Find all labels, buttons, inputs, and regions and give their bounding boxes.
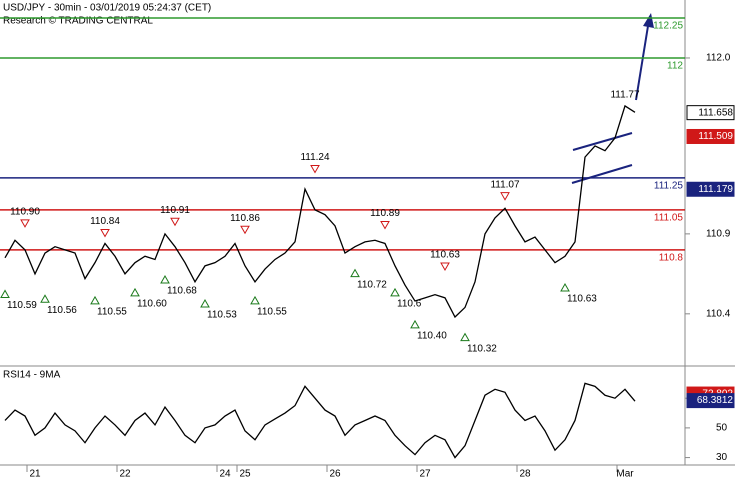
high-marker — [20, 219, 30, 228]
low-marker — [130, 287, 140, 297]
x-tick-label: Mar — [616, 469, 634, 480]
low-marker — [90, 295, 100, 305]
high-label: 110.89 — [370, 208, 400, 219]
low-label: 110.32 — [467, 343, 497, 354]
low-marker — [250, 295, 260, 305]
value-box-label: 111.509 — [698, 131, 733, 142]
low-label: 110.72 — [357, 279, 387, 290]
price-line — [4, 104, 636, 319]
level-label: 110.8 — [659, 253, 684, 264]
rsi-tick-label: 30 — [716, 452, 728, 463]
x-tick-label: 22 — [119, 469, 131, 480]
low-label: 110.63 — [567, 294, 597, 305]
low-marker — [40, 294, 50, 303]
level-label: 111.25 — [654, 181, 684, 192]
rsi-title: RSI14 - 9MA — [3, 370, 61, 381]
y-tick-label: 110.9 — [706, 229, 731, 240]
arrow-head — [643, 13, 654, 28]
value-box — [686, 105, 735, 121]
low-marker — [410, 319, 420, 329]
x-tick-label: 27 — [419, 469, 431, 480]
high-marker — [170, 217, 180, 227]
rsi-tick-label: 50 — [716, 423, 728, 434]
high-marker — [500, 192, 510, 201]
value-box — [686, 128, 735, 144]
low-label: 110.60 — [137, 298, 167, 309]
value-box-label: 111.658 — [698, 107, 733, 118]
low-label: 110.68 — [167, 286, 197, 297]
value-box-label: 111.179 — [698, 184, 733, 195]
chart-subtitle: Research © TRADING CENTRAL — [3, 16, 153, 27]
x-tick-label: 28 — [519, 469, 531, 480]
projection-arrow — [635, 25, 649, 101]
high-label: 110.84 — [90, 216, 120, 227]
chart-title: USD/JPY - 30min - 03/01/2019 05:24:37 (C… — [3, 3, 211, 14]
level-label: 112.25 — [653, 21, 683, 32]
low-marker — [560, 283, 570, 292]
high-label: 110.91 — [160, 205, 190, 216]
value-box — [686, 181, 735, 197]
x-tick-label: 24 — [219, 469, 231, 480]
low-label: 110.56 — [47, 305, 77, 316]
low-label: 110.53 — [207, 310, 237, 321]
low-marker — [200, 299, 210, 308]
high-marker — [240, 225, 250, 235]
low-label: 110.55 — [257, 306, 287, 317]
price-line — [4, 382, 636, 459]
note-label: 111.77 — [610, 89, 640, 100]
level-label: 112 — [667, 61, 683, 72]
y-tick-label: 110.4 — [706, 308, 731, 319]
level-label: 111.05 — [654, 213, 684, 224]
x-tick-label: 25 — [239, 469, 251, 480]
low-label: 110.59 — [7, 300, 37, 311]
low-marker — [390, 287, 400, 297]
value-box-label: 68.3812 — [697, 395, 734, 406]
high-marker — [380, 220, 390, 230]
x-tick-label: 21 — [29, 469, 41, 480]
high-marker — [440, 262, 450, 272]
low-label: 110.6 — [397, 298, 422, 309]
high-label: 110.90 — [10, 207, 40, 218]
low-label: 110.40 — [417, 330, 447, 341]
low-label: 110.55 — [97, 306, 127, 317]
high-marker — [100, 228, 110, 238]
high-label: 110.63 — [430, 250, 460, 261]
low-marker — [460, 332, 470, 342]
x-tick-label: 26 — [329, 469, 341, 480]
value-box — [686, 393, 735, 409]
low-marker — [0, 289, 10, 298]
low-marker — [350, 268, 360, 278]
low-marker — [160, 275, 170, 284]
y-tick-label: 112.0 — [706, 53, 731, 64]
high-label: 111.24 — [300, 152, 330, 163]
high-marker — [310, 165, 320, 174]
channel-line — [572, 132, 633, 151]
high-label: 111.07 — [490, 179, 520, 190]
high-label: 110.86 — [230, 213, 260, 224]
